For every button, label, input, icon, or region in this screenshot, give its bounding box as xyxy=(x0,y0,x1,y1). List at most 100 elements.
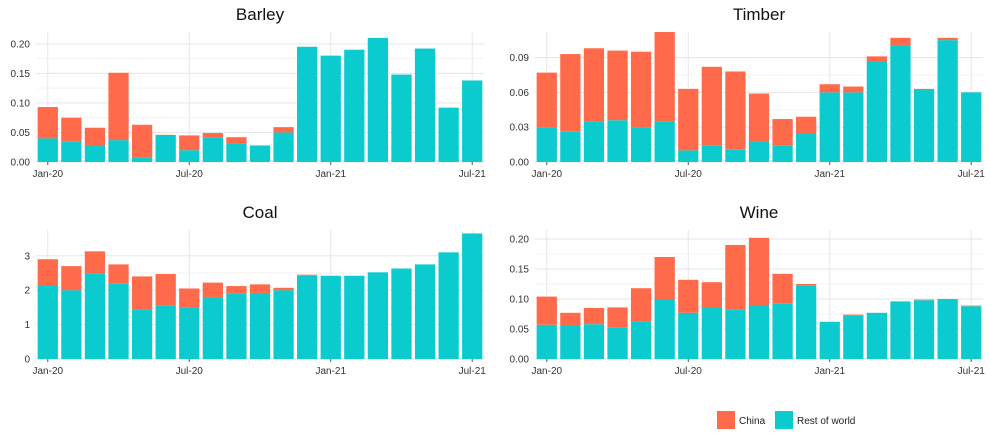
legend-label: Rest of world xyxy=(797,416,855,427)
bar-rest-of-world xyxy=(344,49,365,162)
bar-china xyxy=(630,51,652,128)
bar-rest-of-world xyxy=(37,138,58,162)
bar-rest-of-world xyxy=(583,324,605,359)
bar-china xyxy=(843,86,864,93)
bar-rest-of-world xyxy=(438,107,459,162)
bar-rest-of-world xyxy=(725,309,746,359)
bar-china xyxy=(155,274,176,306)
bar-china xyxy=(961,305,982,307)
chart-panel-timber: Timber 0.00 0.03 0.06 0.09 Jan-20 Jul-20 Jan-21… xyxy=(510,5,986,180)
bar-rest-of-world xyxy=(320,55,341,162)
bar-rest-of-world xyxy=(843,92,864,162)
bar-rest-of-world xyxy=(414,264,436,359)
bar-china xyxy=(179,135,200,151)
bar-rest-of-world xyxy=(961,306,982,359)
bar-china xyxy=(37,259,58,286)
chart-title: Timber xyxy=(733,5,786,24)
legend-label: China xyxy=(739,416,766,427)
bar-rest-of-world xyxy=(179,150,200,162)
x-tick-label: Jan-20 xyxy=(33,366,64,377)
bar-china xyxy=(179,288,200,308)
x-tick-label: Jul-20 xyxy=(675,366,703,377)
x-tick-label: Jul-20 xyxy=(176,366,204,377)
bar-china xyxy=(725,245,746,310)
y-tick-label: 0.00 xyxy=(510,158,530,169)
bar-rest-of-world xyxy=(796,285,817,359)
bar-rest-of-world xyxy=(890,301,911,359)
x-tick-label: Jul-21 xyxy=(958,366,986,377)
y-tick-label: 2 xyxy=(24,286,30,297)
x-tick-label: Jan-21 xyxy=(315,366,346,377)
bar-china xyxy=(536,72,557,128)
bar-china xyxy=(560,312,581,326)
bar-china xyxy=(202,133,223,138)
y-tick-label: 0 xyxy=(24,355,30,366)
bar-rest-of-world xyxy=(701,145,722,162)
bar-china xyxy=(61,117,82,142)
y-tick-label: 0.05 xyxy=(510,325,530,336)
bar-rest-of-world xyxy=(843,315,864,359)
bar-rest-of-world xyxy=(226,293,247,359)
bar-rest-of-world xyxy=(320,275,341,359)
bar-rest-of-world xyxy=(607,120,628,162)
bar-china xyxy=(913,299,935,301)
bar-rest-of-world xyxy=(913,90,935,162)
y-tick-label: 0.00 xyxy=(11,158,31,169)
bar-rest-of-world xyxy=(462,80,483,162)
y-tick-label: 0.05 xyxy=(11,128,31,139)
x-tick-label: Jul-21 xyxy=(459,169,487,180)
bar-rest-of-world xyxy=(84,146,106,162)
y-tick-label: 0.20 xyxy=(510,235,530,246)
bar-rest-of-world xyxy=(249,292,271,359)
bar-rest-of-world xyxy=(438,252,459,359)
x-tick-label: Jan-20 xyxy=(33,169,64,180)
y-tick-label: 0.00 xyxy=(510,355,530,366)
bar-china xyxy=(273,287,294,291)
bar-rest-of-world xyxy=(937,299,958,359)
chart-panel-wine: Wine 0.00 0.05 0.10 0.15 0.20 Jan-20 Jul-20 Jan-… xyxy=(510,203,986,377)
bar-china xyxy=(772,119,793,146)
bar-rest-of-world xyxy=(583,121,605,162)
x-tick-label: Jul-21 xyxy=(958,169,986,180)
x-tick-label: Jan-20 xyxy=(532,366,563,377)
bar-china xyxy=(273,127,294,133)
legend: China Rest of world xyxy=(717,411,855,429)
bar-china xyxy=(607,307,628,328)
legend-swatch xyxy=(775,411,793,429)
bar-china xyxy=(678,88,699,151)
bar-china xyxy=(796,284,817,286)
bar-rest-of-world xyxy=(796,132,817,162)
bar-china xyxy=(155,134,176,136)
bar-rest-of-world xyxy=(913,300,935,359)
bar-rest-of-world xyxy=(536,324,557,359)
bar-rest-of-world xyxy=(344,275,365,359)
bar-rest-of-world xyxy=(273,290,294,359)
bar-china xyxy=(61,266,82,291)
bar-china xyxy=(748,93,770,142)
y-tick-label: 0.15 xyxy=(510,265,530,276)
x-tick-label: Jan-21 xyxy=(814,169,845,180)
bar-china xyxy=(131,276,153,310)
y-tick-label: 0.06 xyxy=(510,88,530,99)
y-tick-label: 0.09 xyxy=(510,53,530,64)
bar-rest-of-world xyxy=(249,145,271,162)
bar-china xyxy=(583,48,605,122)
bar-rest-of-world xyxy=(226,143,247,162)
bar-rest-of-world xyxy=(179,307,200,359)
bar-rest-of-world xyxy=(108,140,129,162)
bar-china xyxy=(297,274,318,276)
bar-rest-of-world xyxy=(937,40,958,162)
bar-rest-of-world xyxy=(536,127,557,162)
bar-china xyxy=(701,282,722,308)
bar-china xyxy=(84,251,106,274)
x-tick-label: Jul-21 xyxy=(459,366,487,377)
y-tick-label: 1 xyxy=(24,320,30,331)
bar-china xyxy=(131,124,153,158)
bar-rest-of-world xyxy=(866,312,888,359)
bar-rest-of-world xyxy=(155,305,176,359)
bar-rest-of-world xyxy=(61,290,82,359)
bar-china xyxy=(796,116,817,133)
bar-rest-of-world xyxy=(866,61,888,163)
bar-china xyxy=(701,66,722,146)
y-tick-label: 0.03 xyxy=(510,123,530,134)
